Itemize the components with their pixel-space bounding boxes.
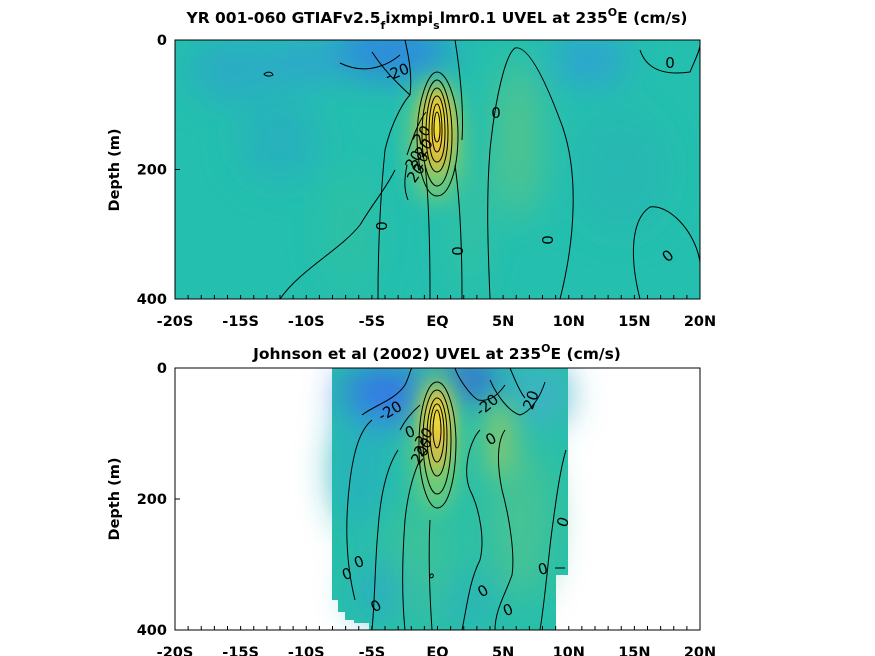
contour-label: 0 — [373, 221, 391, 231]
contour-label: 0 — [536, 559, 550, 579]
x-tick-label: 10N — [553, 314, 585, 330]
x-tick-label: -15S — [222, 645, 259, 656]
y-tick-label: 200 — [137, 163, 167, 179]
x-tick-label: -5S — [359, 645, 386, 656]
x-tick-label: 5N — [492, 314, 514, 330]
contour-label: 0 — [665, 54, 675, 72]
x-tick-label: -10S — [288, 645, 325, 656]
x-ticks-bottom: -20S -15S -10S -5S EQ 5N 10N 15N 20N — [157, 645, 716, 656]
x-tick-label: 15N — [618, 314, 650, 330]
x-tick-label: 20N — [684, 645, 716, 656]
x-minor-ticks-top — [174, 295, 701, 299]
y-axis-label-bottom: Depth (m) — [107, 458, 123, 541]
y-tick-label: 200 — [137, 492, 167, 508]
contour-label: 0 — [539, 235, 557, 245]
heatmap-bottom — [332, 368, 568, 630]
x-tick-label: -20S — [157, 645, 194, 656]
chart-title-bottom: Johnson et al (2002) UVEL at 235OE (cm/s… — [252, 342, 621, 363]
y-tick-label: 0 — [157, 33, 167, 49]
x-tick-label: -10S — [288, 314, 325, 330]
y-tick-label: 400 — [137, 623, 167, 639]
x-tick-label: -20S — [157, 314, 194, 330]
y-tick-label: 400 — [137, 292, 167, 308]
x-tick-label: 10N — [553, 645, 585, 656]
x-tick-label: 5N — [492, 645, 514, 656]
contour-lines-top — [263, 40, 700, 299]
x-tick-label: 15N — [618, 645, 650, 656]
x-tick-label: -15S — [222, 314, 259, 330]
chart-title-top: YR 001-060 GTIAFv2.5fixmpislmr0.1 UVEL a… — [185, 6, 687, 32]
x-tick-label: 20N — [684, 314, 716, 330]
contour-lines-bottom — [346, 368, 567, 630]
y-ticks-top: 0 200 400 — [137, 33, 180, 308]
x-minor-ticks-bottom — [174, 626, 701, 630]
y-ticks-bottom: 0 200 400 — [137, 361, 180, 639]
heatmap-top — [175, 40, 700, 299]
contour-label: 0 — [449, 246, 467, 256]
contour-label: 0 — [491, 104, 501, 122]
x-tick-label: EQ — [426, 314, 448, 330]
contour-label: 20 — [519, 388, 542, 412]
y-tick-label: 0 — [157, 361, 167, 377]
x-tick-label: -5S — [359, 314, 386, 330]
x-tick-label: EQ — [426, 645, 448, 656]
y-axis-label-top: Depth (m) — [107, 129, 123, 212]
x-ticks-top: -20S -15S -10S -5S EQ 5N 10N 15N 20N — [157, 314, 716, 330]
